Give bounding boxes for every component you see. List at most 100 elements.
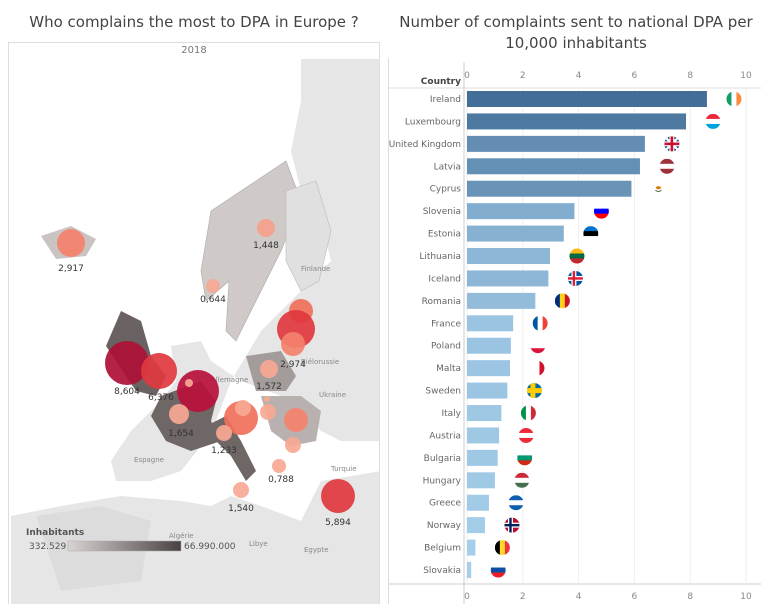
map-canvas[interactable]: Finlande Biélorussie Ukraine Allemagne E… [9,59,379,604]
legend-min: 332.529 [29,542,66,552]
map-label: Biélorussie [301,358,339,366]
bubble-label: 1,233 [211,446,237,456]
category-label: Sweden [425,387,461,397]
bar-latvia[interactable] [467,158,640,175]
bar-bulgaria[interactable] [467,449,498,466]
bar-france[interactable] [467,315,514,332]
bubble-sweden[interactable] [257,219,275,237]
map-label: Finlande [301,265,330,273]
flag-icon-norway [504,517,520,533]
bubble-iceland[interactable] [57,229,85,257]
flag-icon-hungary [514,472,530,488]
map-title: Who complains the most to DPA in Europe … [29,13,359,31]
bubble-poland[interactable] [260,360,278,378]
bubble-bulgaria[interactable] [285,437,301,453]
y-axis-title: Country [421,77,461,87]
flag-icon-sweden [526,383,542,399]
bubble-slovakia[interactable] [264,396,270,402]
bubble-norway[interactable] [206,279,220,293]
map-label: Libye [249,540,268,548]
bar-slovenia[interactable] [467,203,575,220]
category-label: Estonia [428,230,461,240]
x-tick-top: 0 [464,71,470,81]
bubble-belgium[interactable] [185,379,193,387]
map-year: 2018 [181,45,207,56]
category-label: Bulgaria [424,454,461,464]
bar-luxembourg[interactable] [467,113,687,130]
map-labels: Finlande Biélorussie Ukraine Allemagne E… [134,265,357,554]
chart-title: Number of complaints sent to national DP… [399,13,753,52]
x-tick-top: 4 [576,71,582,81]
category-label: Malta [436,364,461,374]
bubble-hungary[interactable] [260,404,276,420]
bubble-label: 6,376 [148,393,174,403]
flag-icon-cyprus [650,181,666,197]
bar-greece[interactable] [467,494,489,511]
bubble-label: 1,654 [168,429,194,439]
category-label: Lithuania [419,252,461,262]
bar-united-kingdom[interactable] [467,135,645,152]
bubble-label: 0,644 [200,295,226,305]
x-tick-top: 6 [632,71,638,81]
bar-chart[interactable]: Country 0 0 2 2 4 4 6 6 8 8 10 10 Ireland Luxembourg U… [388,58,763,604]
bar-ireland[interactable] [467,91,707,107]
bar-sweden[interactable] [467,382,508,399]
bar-cyprus[interactable] [467,180,632,197]
legend-title: Inhabitants [26,528,84,538]
bubble-france[interactable] [169,404,189,424]
x-tick-bottom: 10 [740,592,752,602]
x-tick-bottom: 2 [520,592,526,602]
bubble-label: 2,917 [58,264,84,274]
bubble-cyprus[interactable] [321,479,355,513]
bar-estonia[interactable] [467,225,564,242]
x-tick-bottom: 8 [687,592,693,602]
flag-icon-greece [508,495,524,511]
bubble-lithuania[interactable] [281,332,305,356]
category-label: Greece [429,499,461,509]
bar-malta[interactable] [467,360,510,377]
bar-belgium[interactable] [467,539,476,556]
bubble-austria[interactable] [235,400,251,416]
bar-norway[interactable] [467,517,485,534]
flag-icon-lithuania [569,248,585,264]
bar-hungary[interactable] [467,472,495,489]
bubble-label: 1,572 [256,382,282,392]
category-label: Luxembourg [405,117,461,127]
map-label: Ukraine [319,391,346,399]
category-label: Belgium [424,544,461,554]
bubble-label: 2,974 [280,360,306,370]
flag-icon-bulgaria [517,450,533,466]
europe-map[interactable]: 2018 Finlande Biélorussie Ukraine Allema… [8,42,380,604]
flag-icon-united-kingdom [664,136,680,152]
x-tick-bottom: 6 [632,592,638,602]
flag-icon-italy [520,405,536,421]
bubble-greece[interactable] [272,459,286,473]
category-label: France [431,319,461,329]
category-label: Norway [427,521,462,531]
bubble-label: 8,604 [114,387,140,397]
bar-romania[interactable] [467,292,536,309]
bar-slovakia[interactable] [467,562,472,579]
flag-icon-latvia [659,158,675,174]
bubble-ireland[interactable] [105,341,149,385]
map-label: Egypte [304,546,329,554]
bar-iceland[interactable] [467,270,549,287]
category-label: Slovenia [423,207,461,217]
legend-max: 66.990.000 [184,542,236,552]
bubble-malta[interactable] [233,482,249,498]
bar-poland[interactable] [467,337,511,354]
map-label: Espagne [134,456,164,464]
flag-icon-slovakia [490,562,506,578]
bar-lithuania[interactable] [467,248,550,265]
bubble-united-kingdom[interactable] [141,353,177,389]
bar-austria[interactable] [467,427,500,444]
flag-icon-estonia [583,226,599,242]
map-label: Algérie [169,532,194,540]
bar-italy[interactable] [467,405,502,422]
bubble-label: 0,788 [268,475,294,485]
inhabitants-legend: Inhabitants 332.529 66.990.000 [26,528,236,552]
flag-icon-ireland [726,91,742,107]
category-label: United Kingdom [389,140,461,150]
bubble-italy[interactable] [216,425,232,441]
bubble-romania[interactable] [284,408,308,432]
